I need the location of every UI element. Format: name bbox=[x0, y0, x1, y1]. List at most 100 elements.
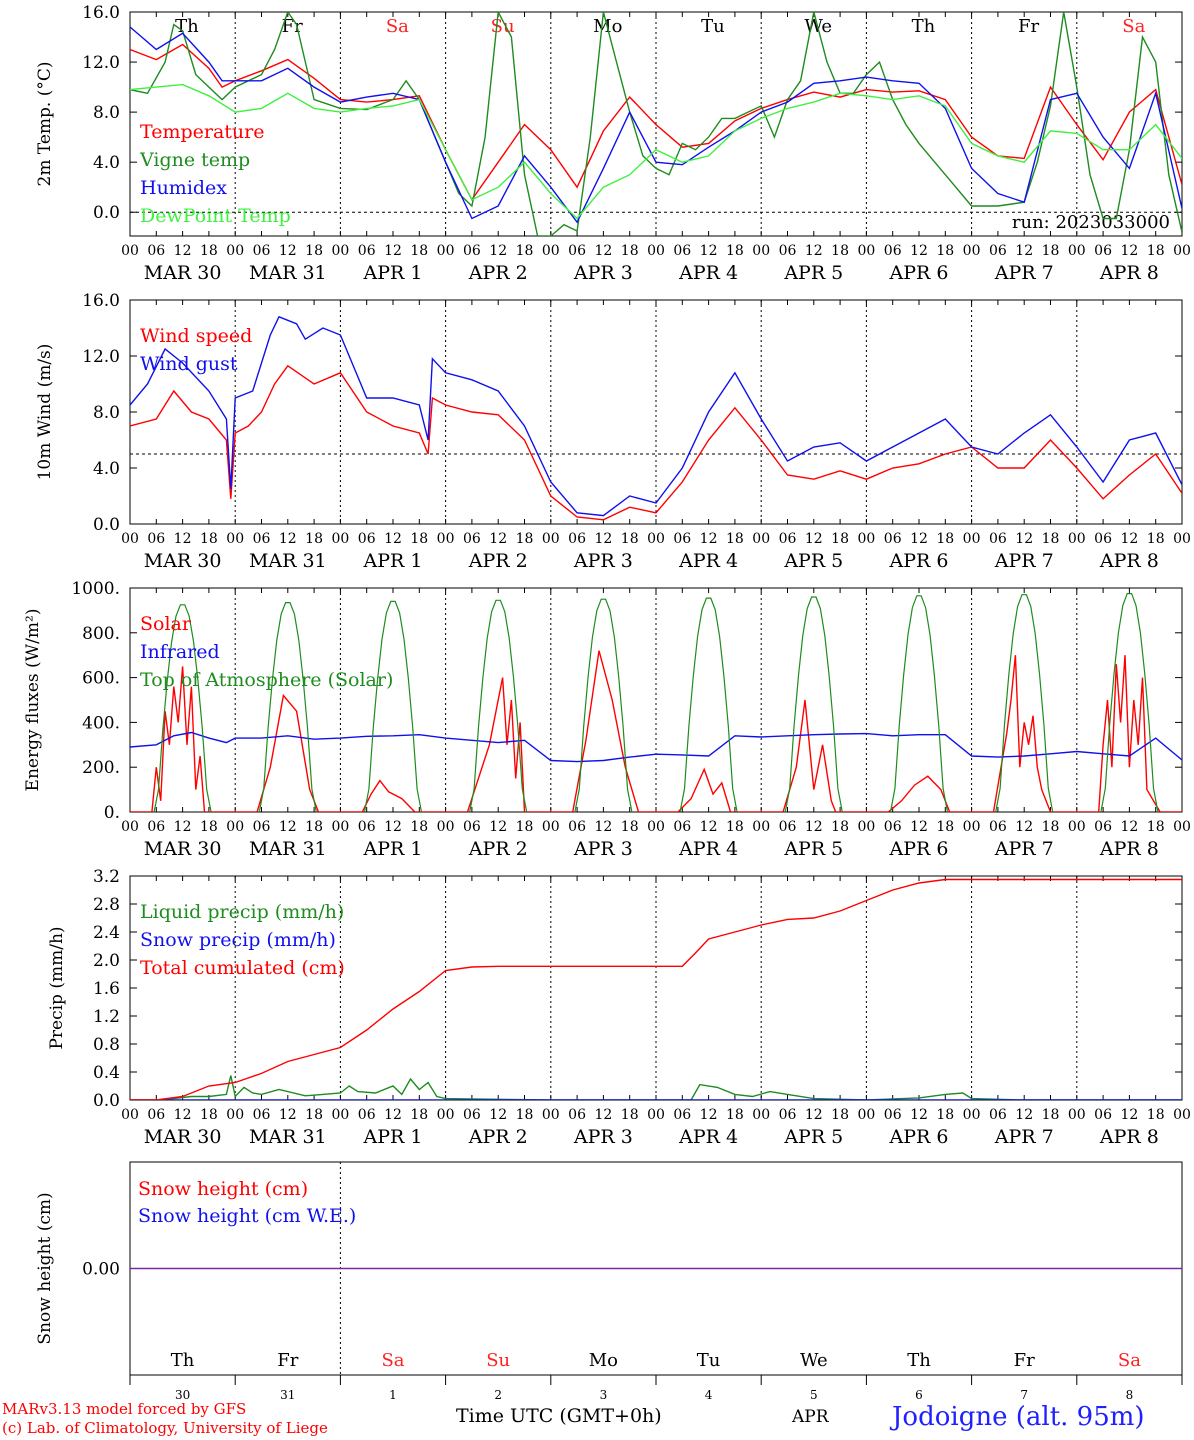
x-hour-label: 00 bbox=[437, 819, 455, 835]
day-number-label: 30 bbox=[175, 1388, 190, 1402]
weekday-label: Fr bbox=[1014, 1350, 1035, 1371]
x-hour-label: 12 bbox=[910, 819, 928, 835]
x-hour-label: 12 bbox=[700, 819, 718, 835]
x-hour-label: 06 bbox=[1094, 243, 1112, 259]
x-hour-label: 12 bbox=[1120, 1107, 1138, 1123]
x-hour-label: 06 bbox=[568, 243, 586, 259]
x-date-label: APR 2 bbox=[468, 262, 528, 284]
legend-entry: Top of Atmosphere (Solar) bbox=[140, 669, 393, 691]
x-hour-label: 18 bbox=[726, 819, 744, 835]
copyright-credit: (c) Lab. of Climatology, University of L… bbox=[2, 1419, 328, 1437]
series-dewpoint-temp bbox=[130, 83, 1182, 220]
day-number-label: 2 bbox=[494, 1388, 502, 1402]
x-date-label: MAR 30 bbox=[144, 1126, 222, 1148]
x-hour-label: 12 bbox=[1120, 819, 1138, 835]
x-hour-label: 12 bbox=[594, 819, 612, 835]
x-hour-label: 18 bbox=[936, 531, 954, 547]
x-date-label: APR 6 bbox=[889, 550, 949, 572]
x-hour-label: 12 bbox=[489, 531, 507, 547]
y-tick-label: 0.4 bbox=[93, 1063, 120, 1083]
x-hour-label: 18 bbox=[936, 243, 954, 259]
y-axis-label: Energy fluxes (W/m²) bbox=[23, 609, 43, 792]
x-hour-label: 06 bbox=[253, 531, 271, 547]
x-hour-label: 06 bbox=[673, 819, 691, 835]
series-total-cumulated-cm- bbox=[130, 878, 1182, 1100]
weekday-label: Th bbox=[175, 16, 199, 37]
y-tick-label: 0.00 bbox=[82, 1260, 120, 1280]
x-hour-label: 00 bbox=[857, 243, 875, 259]
x-hour-label: 06 bbox=[253, 243, 271, 259]
legend-entry: Infrared bbox=[140, 641, 220, 663]
run-annotation: run: 2023033000 bbox=[1012, 212, 1170, 233]
x-hour-label: 00 bbox=[963, 531, 981, 547]
day-number-label: 1 bbox=[389, 1388, 397, 1402]
x-hour-label: 00 bbox=[963, 819, 981, 835]
x-hour-label: 00 bbox=[226, 819, 244, 835]
model-credit: MARv3.13 model forced by GFS bbox=[2, 1400, 247, 1418]
y-tick-label: 4.0 bbox=[93, 459, 120, 479]
x-hour-label: 06 bbox=[358, 819, 376, 835]
x-hour-label: 06 bbox=[989, 243, 1007, 259]
panel-2: 0.0 4.0 8.0 12.0 16.0 10m Wind (m/s) 00 06 12 18 M… bbox=[35, 291, 1191, 572]
month-label: APR bbox=[792, 1407, 829, 1427]
y-tick-label: 16.0 bbox=[82, 3, 120, 23]
legend-entry: Temperature bbox=[140, 121, 264, 143]
x-hour-label: 18 bbox=[1042, 243, 1060, 259]
weekday-label: Tu bbox=[701, 16, 725, 37]
x-hour-label: 06 bbox=[884, 243, 902, 259]
x-hour-label: 06 bbox=[673, 1107, 691, 1123]
x-hour-label: 12 bbox=[700, 1107, 718, 1123]
series-group bbox=[130, 12, 1182, 236]
x-hour-label: 18 bbox=[516, 819, 534, 835]
y-tick-label: 1000. bbox=[71, 579, 120, 599]
y-tick-label: 2.8 bbox=[93, 895, 120, 915]
x-hour-label: 18 bbox=[516, 531, 534, 547]
x-date-label: MAR 30 bbox=[144, 838, 222, 860]
legend-entry: Vigne temp bbox=[139, 149, 250, 171]
x-hour-label: 12 bbox=[1015, 819, 1033, 835]
x-hour-label: 00 bbox=[752, 1107, 770, 1123]
y-tick-label: 4.0 bbox=[93, 153, 120, 173]
y-tick-label: 0. bbox=[104, 803, 120, 823]
x-date-label: APR 2 bbox=[468, 838, 528, 860]
x-hour-label: 12 bbox=[910, 243, 928, 259]
x-hour-label: 12 bbox=[805, 531, 823, 547]
x-hour-label: 18 bbox=[831, 819, 849, 835]
x-hour-label: 18 bbox=[516, 243, 534, 259]
x-hour-label: 00 bbox=[121, 1107, 139, 1123]
series-infrared bbox=[130, 731, 1182, 763]
legend-entry: DewPoint Temp bbox=[140, 205, 291, 227]
x-hour-label: 00 bbox=[542, 243, 560, 259]
x-hour-label: 18 bbox=[516, 1107, 534, 1123]
y-axis-label: 2m Temp. (°C) bbox=[35, 61, 55, 186]
x-hour-label: 18 bbox=[410, 1107, 428, 1123]
series-group bbox=[130, 878, 1182, 1100]
x-hour-label: 12 bbox=[279, 243, 297, 259]
x-hour-label: 18 bbox=[726, 1107, 744, 1123]
weekday-label: We bbox=[800, 1350, 828, 1371]
x-hour-label: 12 bbox=[1120, 531, 1138, 547]
x-date-label: APR 3 bbox=[573, 1126, 633, 1148]
x-hour-label: 00 bbox=[857, 531, 875, 547]
series-top-of-atmosphere-solar--day bbox=[258, 601, 317, 812]
x-hour-label: 12 bbox=[384, 819, 402, 835]
x-hour-label: 12 bbox=[174, 531, 192, 547]
x-hour-label: 12 bbox=[489, 819, 507, 835]
day-number-label: 7 bbox=[1020, 1388, 1028, 1402]
day-number-label: 31 bbox=[280, 1388, 295, 1402]
weekday-label: Th bbox=[907, 1350, 931, 1371]
x-hour-label: 00 bbox=[752, 819, 770, 835]
x-hour-label: 18 bbox=[410, 243, 428, 259]
x-hour-label: 00 bbox=[1068, 819, 1086, 835]
y-tick-label: 0.0 bbox=[93, 203, 120, 223]
x-hour-label: 06 bbox=[673, 243, 691, 259]
x-date-label: MAR 31 bbox=[249, 1126, 327, 1148]
x-hour-label: 18 bbox=[410, 819, 428, 835]
x-hour-label: 00 bbox=[121, 243, 139, 259]
x-date-label: APR 8 bbox=[1099, 1126, 1159, 1148]
x-hour-label: 18 bbox=[305, 243, 323, 259]
weekday-label: Tu bbox=[697, 1350, 721, 1371]
x-hour-label: 18 bbox=[200, 819, 218, 835]
x-hour-label: 06 bbox=[989, 531, 1007, 547]
x-date-label: APR 5 bbox=[783, 1126, 843, 1148]
